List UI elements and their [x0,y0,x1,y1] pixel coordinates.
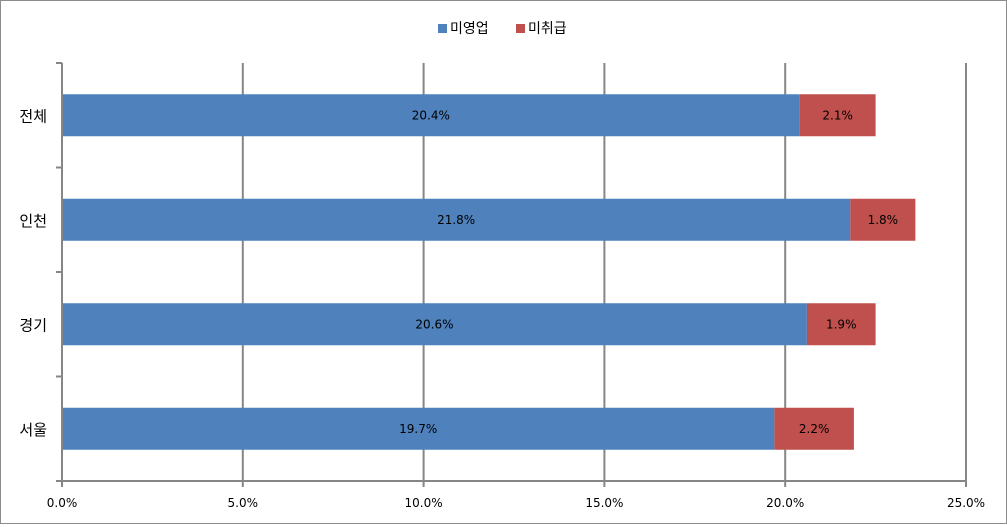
data-label-1-0: 2.1% [822,108,853,122]
data-label-0-1: 21.8% [437,213,475,227]
data-label-0-0: 20.4% [412,108,450,122]
x-tick-label-2: 10.0% [405,496,443,510]
bar-1-2 [806,303,876,346]
bar-0-2 [62,303,807,346]
bars: 20.4% 2.1% 21.8% 1.8% 20.6% 1.9% 19.7% 2.2% [62,94,916,450]
legend-label-1: 미취급 [528,21,567,37]
category-label-2: 경기 [19,316,47,334]
data-label-1-3: 2.2% [799,422,830,436]
legend: 미영업 미취급 [438,21,567,37]
legend-swatch-0 [438,24,447,33]
category-label-3: 서울 [19,421,47,439]
bar-0-0 [62,94,800,137]
bar-0-1 [62,198,851,241]
bar-0-3 [62,407,775,450]
bar-1-3 [774,407,854,450]
data-label-1-1: 1.8% [868,213,899,227]
data-label-0-3: 19.7% [399,422,437,436]
category-label-1: 인천 [19,212,47,230]
data-label-1-2: 1.9% [826,317,857,331]
x-tick-label-1: 5.0% [228,496,259,510]
x-tick-label-5: 25.0% [947,496,985,510]
legend-swatch-1 [516,24,525,33]
bar-1-1 [850,198,916,241]
legend-label-0: 미영업 [450,21,489,37]
category-label-0: 전체 [19,107,47,125]
data-label-0-2: 20.6% [415,317,453,331]
x-tick-label-0: 0.0% [47,496,78,510]
bar-1-0 [799,94,876,137]
x-tick-label-4: 20.0% [766,496,804,510]
x-tick-label-3: 15.0% [585,496,623,510]
